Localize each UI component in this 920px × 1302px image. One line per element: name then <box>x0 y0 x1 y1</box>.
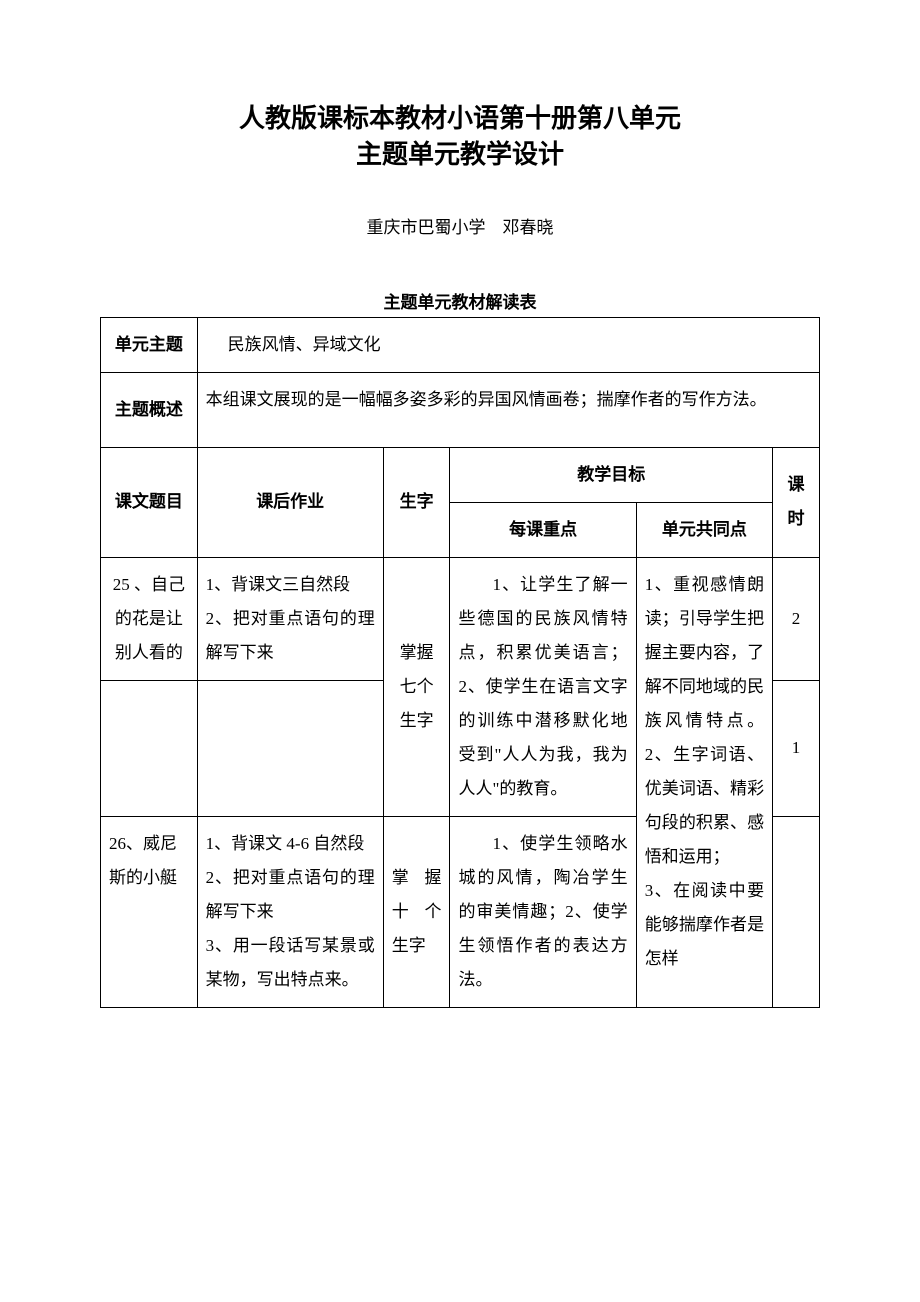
cell-hours-26b <box>773 816 820 1007</box>
cell-hours-25: 2 <box>773 557 820 680</box>
document-page: 人教版课标本教材小语第十册第八单元 主题单元教学设计 重庆市巴蜀小学 邓春晓 主… <box>0 0 920 1058</box>
row-lesson-25: 25 、自己的花是让别人看的 1、背课文三自然段 2、把对重点语句的理解写下来 … <box>101 557 820 680</box>
cell-goal-26: 1、使学生领略水城的风情，陶冶学生的审美情趣；2、使学生领悟作者的表达方法。 <box>450 816 636 1007</box>
header-unit-common: 单元共同点 <box>636 502 772 557</box>
table-caption: 主题单元教材解读表 <box>100 288 820 313</box>
cell-hours-26: 1 <box>773 680 820 816</box>
cell-hw-26: 1、背课文 4-6 自然段 2、把对重点语句的理解写下来 3、用一段话写某景或某… <box>197 816 383 1007</box>
doc-title-line1: 人教版课标本教材小语第十册第八单元 <box>100 100 820 136</box>
row-header-main: 课文题目 课后作业 生字 教学目标 课时 <box>101 447 820 502</box>
row-unit-theme: 单元主题 民族风情、异域文化 <box>101 317 820 372</box>
doc-title-line2: 主题单元教学设计 <box>100 136 820 172</box>
author-name: 邓春晓 <box>503 218 554 237</box>
label-unit-theme: 单元主题 <box>101 317 198 372</box>
header-class-hours: 课时 <box>773 447 820 557</box>
author-school: 重庆市巴蜀小学 <box>367 218 486 237</box>
cell-goal-25: 1、让学生了解一些德国的民族风情特点，积累优美语言；2、使学生在语言文字的训练中… <box>450 557 636 816</box>
cell-title-25: 25 、自己的花是让别人看的 <box>101 557 198 680</box>
cell-title-26: 26、威尼斯的小艇 <box>101 816 198 1007</box>
header-homework: 课后作业 <box>197 447 383 557</box>
cell-hw-25: 1、背课文三自然段 2、把对重点语句的理解写下来 <box>197 557 383 680</box>
cell-hw-25b <box>197 680 383 816</box>
cell-chars-26: 掌握十个生字 <box>383 816 450 1007</box>
header-per-lesson-focus: 每课重点 <box>450 502 636 557</box>
header-new-chars: 生字 <box>383 447 450 557</box>
cell-title-25b <box>101 680 198 816</box>
row-overview: 主题概述 本组课文展现的是一幅幅多姿多彩的异国风情画卷；揣摩作者的写作方法。 <box>101 372 820 447</box>
header-lesson-title: 课文题目 <box>101 447 198 557</box>
value-unit-theme: 民族风情、异域文化 <box>197 317 819 372</box>
unit-analysis-table: 单元主题 民族风情、异域文化 主题概述 本组课文展现的是一幅幅多姿多彩的异国风情… <box>100 317 820 1008</box>
cell-goal-common: 1、重视感情朗读；引导学生把握主要内容，了解不同地域的民族风情特点。2、生字词语… <box>636 557 772 1007</box>
value-overview: 本组课文展现的是一幅幅多姿多彩的异国风情画卷；揣摩作者的写作方法。 <box>197 372 819 447</box>
author-line: 重庆市巴蜀小学 邓春晓 <box>100 213 820 238</box>
label-overview: 主题概述 <box>101 372 198 447</box>
header-teaching-goals: 教学目标 <box>450 447 773 502</box>
cell-chars-25: 掌握七个生字 <box>383 557 450 816</box>
